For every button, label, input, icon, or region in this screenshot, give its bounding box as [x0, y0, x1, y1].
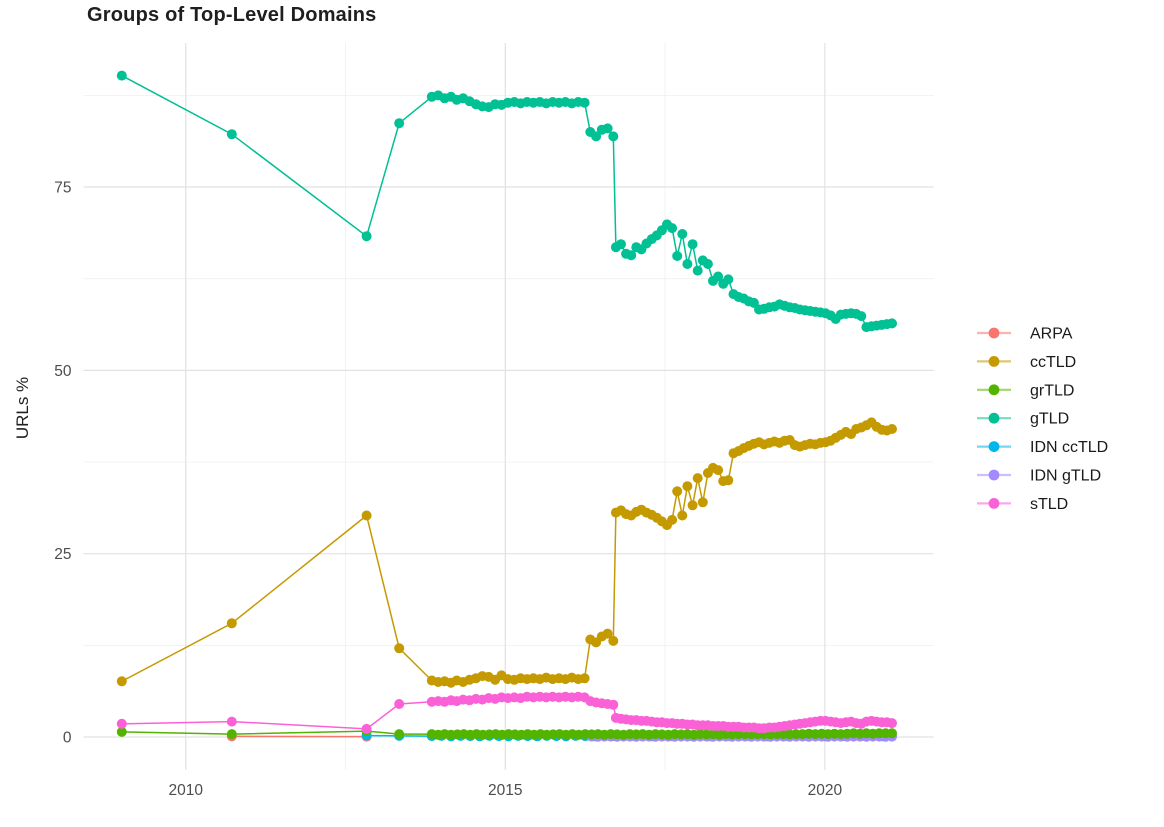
y-tick-label: 0 [63, 730, 72, 747]
legend-item-gtld: gTLD [977, 411, 1069, 428]
y-tick-label: 75 [54, 180, 71, 197]
legend-label-idn-cctld: IDN ccTLD [1030, 439, 1108, 456]
series-line-gtld [121, 74, 893, 328]
legend: ARPA ccTLD grTLD gTLD IDN ccTLD IDN gTLD sTLD [977, 326, 1108, 513]
legend-item-idn-gtld: IDN gTLD [977, 468, 1101, 485]
series-grtld [116, 726, 897, 740]
legend-label-stld: sTLD [1030, 496, 1068, 513]
legend-item-arpa: ARPA [977, 326, 1073, 343]
legend-key-dot-idn-gtld [988, 469, 1000, 481]
legend-label-grtld: grTLD [1030, 382, 1074, 399]
series-cctld [116, 417, 897, 688]
chart-title: Groups of Top-Level Domains [87, 4, 377, 26]
x-tick-label: 2010 [169, 782, 204, 799]
legend-item-grtld: grTLD [977, 382, 1074, 399]
legend-item-cctld: ccTLD [977, 354, 1076, 371]
legend-key-dot-stld [988, 498, 1000, 509]
y-tick-label: 50 [54, 363, 72, 380]
y-tick-label: 25 [54, 546, 71, 563]
grid-major [83, 43, 934, 770]
legend-label-arpa: ARPA [1030, 326, 1073, 343]
legend-item-stld: sTLD [977, 496, 1068, 513]
legend-label-cctld: ccTLD [1030, 354, 1076, 371]
legend-key-dot-cctld [988, 356, 1000, 367]
series-gtld [116, 70, 897, 333]
legend-label-idn-gtld: IDN gTLD [1030, 468, 1101, 485]
legend-item-idn-cctld: IDN ccTLD [977, 439, 1108, 456]
legend-key-dot-arpa [988, 327, 1000, 339]
series-stld [116, 691, 897, 734]
x-tick-label: 2015 [488, 782, 522, 799]
legend-key-dot-idn-cctld [988, 441, 1000, 452]
series-line-cctld [121, 421, 893, 684]
grid-minor [83, 43, 934, 770]
legend-key-dot-grtld [988, 384, 1000, 396]
x-tick-label: 2020 [808, 782, 843, 799]
axis-labels: 0 25 50 75 2010 2015 2020 [54, 180, 842, 799]
legend-key-dot-gtld [988, 412, 1000, 424]
legend-label-gtld: gTLD [1030, 411, 1069, 428]
